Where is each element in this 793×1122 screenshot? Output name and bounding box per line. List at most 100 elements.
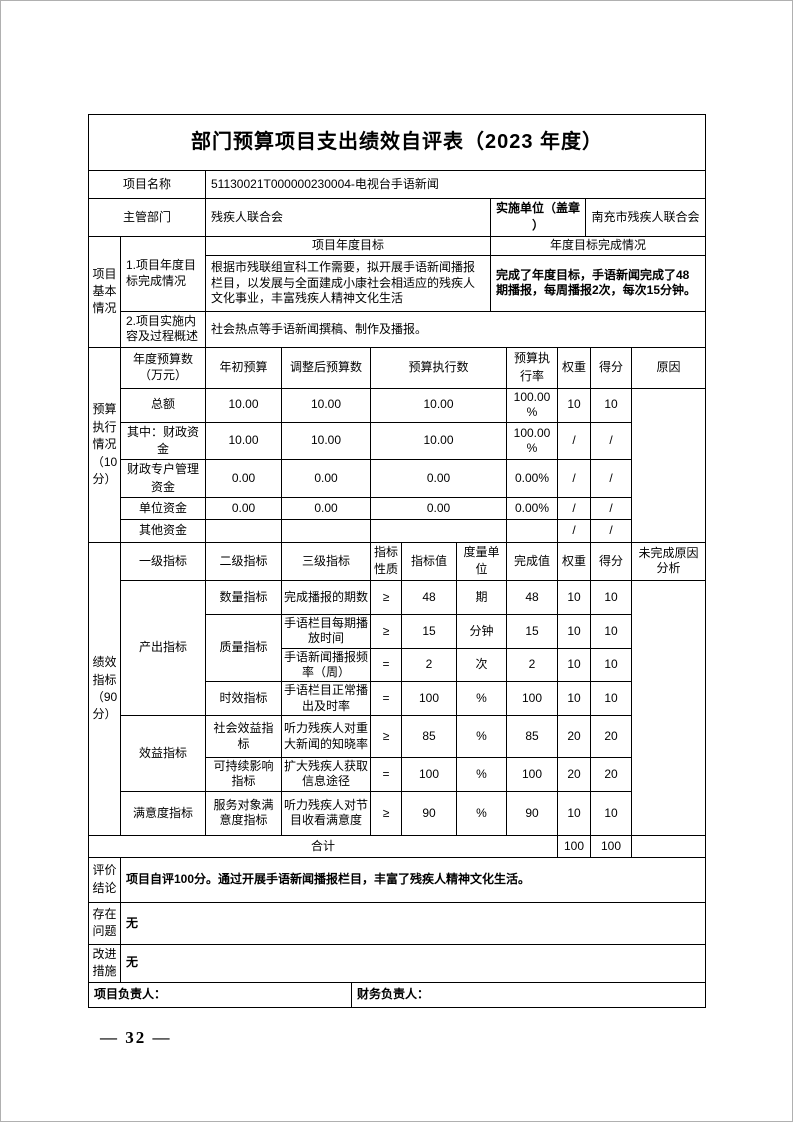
basic-row2-label: 2.项目实施内容及过程概述 (120, 310, 206, 348)
budget-header-reason: 原因 (631, 346, 706, 389)
ind-l2: 数量指标 (205, 579, 282, 615)
ind-weight: 10 (557, 790, 591, 836)
table-footer: 评价结论 项目自评100分。通过开展手语新闻播报栏目，丰富了残疾人精神文化生活。… (88, 856, 706, 1008)
budget-cell: 0.00 (370, 497, 507, 521)
section-basic-label: 项目基本情况 (88, 235, 121, 348)
budget-cell: 100.00% (506, 387, 558, 423)
ind-nature: ≥ (370, 613, 402, 649)
ind-actual: 90 (506, 790, 558, 836)
ind-nature: = (370, 681, 402, 716)
ind-l2: 服务对象满意度指标 (205, 790, 282, 836)
goal-text: 根据市残联组宣科工作需要，拟开展手语新闻播报栏目，以发展与全面建成小康社会相适应… (205, 254, 491, 312)
ind-nature: = (370, 757, 402, 792)
budget-cell: / (590, 459, 632, 499)
ind-score: 10 (590, 579, 632, 615)
ind-target: 100 (401, 681, 457, 716)
budget-row-label: 其中：财政资金 (120, 421, 206, 461)
dept-label: 主管部门 (88, 198, 206, 237)
ind-target: 100 (401, 757, 457, 792)
budget-cell: / (590, 497, 632, 521)
budget-cell: 10.00 (205, 421, 282, 461)
budget-header-rate: 预算执行率 (506, 346, 558, 389)
section-indicators-label: 绩效指标（90分） (88, 542, 121, 836)
ind-l1: 效益指标 (120, 715, 206, 792)
ind-l3: 完成播报的期数 (281, 579, 371, 615)
ind-l3: 手语栏目每期播放时间 (281, 613, 371, 649)
ind-nature: ≥ (370, 790, 402, 836)
ind-unit: 次 (456, 647, 507, 683)
budget-cell: 10.00 (205, 387, 282, 423)
budget-cell: 10.00 (370, 387, 507, 423)
ind-target: 90 (401, 790, 457, 836)
budget-cell: 10.00 (370, 421, 507, 461)
ind-actual: 85 (506, 715, 558, 758)
budget-cell: 0.00% (506, 459, 558, 499)
ind-l3: 手语新闻播报频率（周） (281, 647, 371, 683)
budget-cell: / (557, 519, 591, 544)
budget-cell: 0.00% (506, 497, 558, 521)
ind-l2: 可持续影响指标 (205, 757, 282, 792)
ind-weight: 10 (557, 647, 591, 683)
budget-cell: 10.00 (281, 387, 371, 423)
budget-header-executed: 预算执行数 (370, 346, 507, 389)
budget-row-label: 其他资金 (120, 519, 206, 544)
ind-actual: 100 (506, 757, 558, 792)
ind-header: 二级指标 (205, 542, 282, 581)
budget-header-adjusted: 调整后预算数 (281, 346, 371, 389)
finance-manager-label: 财务负责人： (351, 981, 706, 1008)
ind-header: 度量单位 (456, 542, 507, 581)
ind-score: 10 (590, 647, 632, 683)
ind-weight: 10 (557, 579, 591, 615)
budget-row-label: 单位资金 (120, 497, 206, 521)
total-score: 100 (590, 834, 632, 858)
ind-score: 10 (590, 613, 632, 649)
ind-l2: 质量指标 (205, 613, 282, 683)
ind-l3: 听力残疾人对重大新闻的知晓率 (281, 715, 371, 758)
total-unfinished-cell (631, 834, 706, 858)
budget-cell (506, 519, 558, 544)
budget-cell: / (557, 421, 591, 461)
budget-cell: 0.00 (205, 459, 282, 499)
ind-weight: 20 (557, 757, 591, 792)
budget-reason-cell (631, 387, 706, 544)
total-label: 合计 (88, 834, 558, 858)
completion-header: 年度目标完成情况 (489, 235, 707, 256)
dept-value: 残疾人联合会 (205, 198, 491, 237)
ind-score: 20 (590, 757, 632, 792)
ind-header: 一级指标 (120, 542, 206, 581)
ind-score: 10 (590, 681, 632, 716)
ind-unit: % (456, 715, 507, 758)
ind-actual: 48 (506, 579, 558, 615)
budget-header-annual: 年度预算数（万元） (120, 346, 206, 389)
budget-cell: 10.00 (281, 421, 371, 461)
budget-cell (370, 519, 507, 544)
budget-header-weight: 权重 (557, 346, 591, 389)
problems-label: 存在问题 (88, 901, 121, 945)
section-budget-label: 预算执行情况（10分） (88, 346, 121, 544)
budget-cell: / (557, 497, 591, 521)
ind-header: 未完成原因分析 (631, 542, 706, 581)
budget-header-score: 得分 (590, 346, 632, 389)
budget-cell (281, 519, 371, 544)
budget-cell: / (590, 519, 632, 544)
ind-header: 指标性质 (370, 542, 402, 581)
ind-score: 10 (590, 790, 632, 836)
ind-l1: 满意度指标 (120, 790, 206, 836)
budget-cell: / (590, 421, 632, 461)
ind-weight: 10 (557, 681, 591, 716)
project-name-label: 项目名称 (88, 170, 206, 199)
budget-cell: 0.00 (370, 459, 507, 499)
ind-header: 完成值 (506, 542, 558, 581)
total-weight: 100 (557, 834, 591, 858)
budget-cell: / (557, 459, 591, 499)
budget-row-label: 财政专户管理资金 (120, 459, 206, 499)
budget-cell: 10 (590, 387, 632, 423)
ind-nature: ≥ (370, 715, 402, 758)
budget-cell: 100.00% (506, 421, 558, 461)
ind-score: 20 (590, 715, 632, 758)
impl-unit-label: 实施单位（盖章） (490, 198, 586, 237)
ind-l2: 时效指标 (205, 681, 282, 716)
ind-l2: 社会效益指标 (205, 715, 282, 758)
ind-l3: 扩大残疾人获取信息途径 (281, 757, 371, 792)
